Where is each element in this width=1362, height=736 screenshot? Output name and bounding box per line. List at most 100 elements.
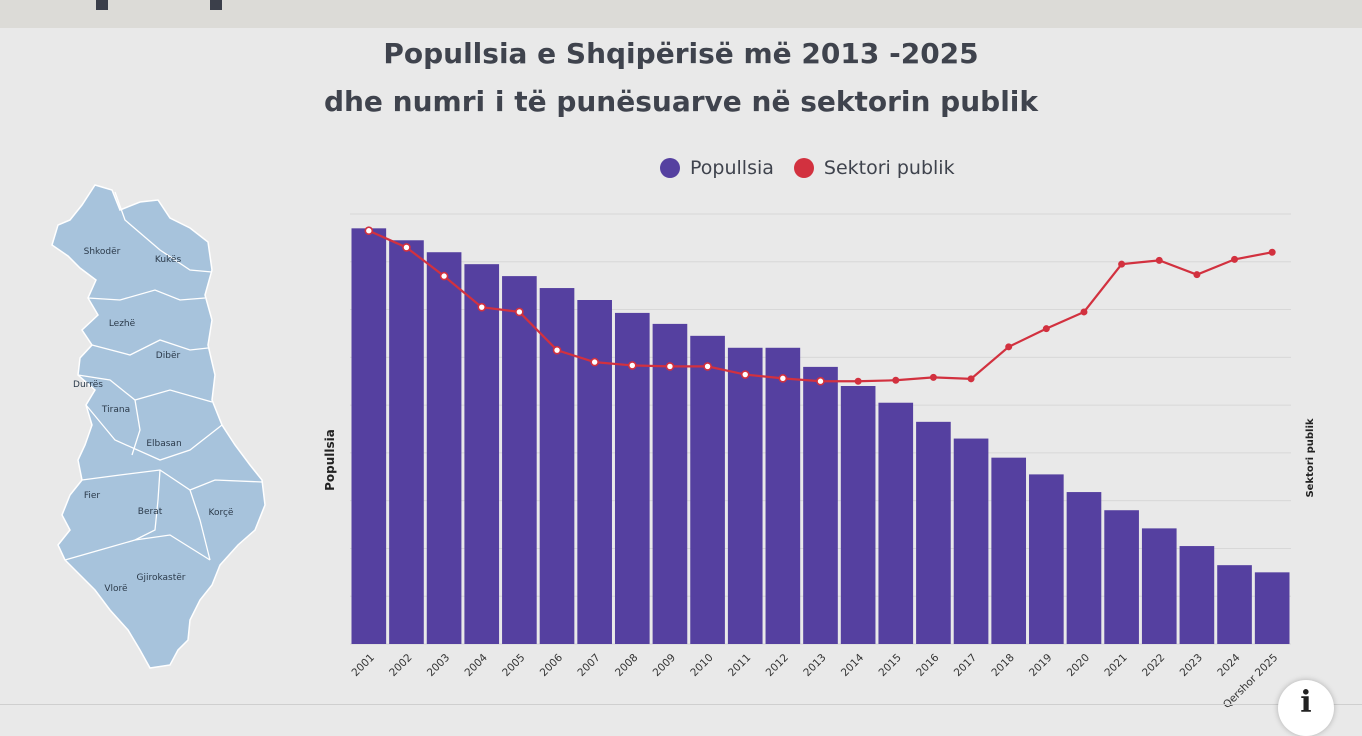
line-point-2008 [627, 361, 637, 370]
legend-label-popullsia: Popullsia [690, 157, 774, 179]
x-tick-label: 2023 [1178, 652, 1205, 679]
line-point-2010 [703, 362, 712, 371]
line-point-2024 [1231, 255, 1239, 263]
x-tick-label: 2021 [1102, 652, 1129, 679]
header-fragment [210, 0, 222, 10]
chart-title: Popullsia e Shqipërisë më 2013 -2025 dhe… [0, 30, 1362, 126]
legend-swatch-sektori-publik [793, 158, 814, 178]
line-group [364, 226, 1276, 386]
x-tick-label: 2018 [989, 652, 1016, 679]
albania-map: Shkodër Kukës Lezhë Dibër Durrës Tirana … [51, 184, 266, 669]
region-label: Elbasan [146, 439, 181, 449]
line-point-2006 [552, 345, 562, 355]
bar-2007 [577, 300, 612, 644]
bar-2015 [878, 402, 914, 644]
line-point-2005 [515, 307, 524, 317]
bar-2004 [464, 264, 500, 644]
line-point-2002 [402, 243, 411, 252]
x-tick-label: 2006 [538, 651, 566, 679]
line-point-2015 [892, 376, 900, 384]
albania-map-shape [51, 184, 266, 669]
bars-group [351, 228, 1290, 645]
x-tick-label: 2003 [425, 652, 452, 679]
x-tick-label: 2020 [1065, 652, 1092, 679]
bar-2005 [502, 276, 537, 644]
bar-qershor-2025 [1254, 572, 1290, 644]
bar-2014 [840, 386, 876, 644]
region-label: Gjirokastër [136, 573, 185, 583]
header-fragment [96, 0, 108, 10]
legend-item-popullsia: Popullsia [660, 157, 774, 179]
line-point-2019 [1042, 325, 1050, 333]
line-point-2004 [477, 302, 487, 312]
bar-2009 [652, 323, 688, 644]
x-tick-label: 2012 [764, 652, 791, 679]
line-point-2022 [1155, 256, 1163, 264]
legend-swatch-popullsia [660, 158, 680, 178]
line-point-2016 [929, 373, 937, 381]
legend-item-sektori-publik: Sektori publik [793, 157, 955, 179]
x-tick-label: 2001 [350, 652, 377, 679]
bar-2024 [1217, 565, 1252, 644]
chart-title-line2: dhe numri i të punësuarve në sektorin pu… [323, 85, 1039, 118]
x-tick-label: 2005 [500, 652, 527, 679]
x-tick-label: 2004 [462, 651, 490, 679]
region-label: Lezhë [109, 319, 136, 329]
region-label: Tirana [101, 405, 130, 415]
line-point-2013 [816, 376, 825, 386]
y2-axis-label: Sektori publik [1305, 418, 1316, 497]
chart-title-line1: Popullsia e Shqipërisë më 2013 -2025 [383, 37, 979, 70]
line-point-2017 [967, 375, 975, 383]
x-tick-label: 2008 [613, 652, 640, 679]
x-tick-label: 2014 [839, 651, 867, 679]
x-tick-label: 2013 [801, 652, 828, 679]
line-point-2014 [854, 377, 862, 385]
bar-2023 [1179, 546, 1215, 644]
region-label: Kukës [155, 255, 182, 265]
region-label: Fier [84, 491, 101, 501]
top-band [0, 0, 1362, 28]
bar-2010 [690, 335, 725, 644]
line-point-qershor-2025 [1268, 248, 1276, 256]
region-label: Shkodër [84, 247, 121, 257]
x-tick-label: 2010 [688, 652, 715, 679]
x-tick-labels: 2001 2002 2003 2004 2005 2006 2007 2008 2009 2010… [350, 651, 1281, 710]
x-tick-label: 2002 [387, 652, 414, 679]
y-axis-label: Popullsia [323, 429, 337, 491]
x-tick-label: 2009 [651, 652, 678, 679]
line-point-2018 [1005, 343, 1013, 351]
line-point-2012 [778, 374, 788, 383]
bar-2018 [991, 457, 1027, 644]
x-tick-label: 2022 [1140, 652, 1167, 679]
region-label: Vlorë [104, 584, 128, 594]
line-point-2023 [1193, 271, 1201, 279]
line-point-2001 [364, 226, 374, 236]
legend-label-sektori-publik: Sektori publik [823, 157, 955, 179]
bar-2020 [1066, 492, 1102, 644]
bar-2013 [803, 366, 838, 644]
x-tick-label: 2011 [726, 652, 753, 679]
bar-2017 [953, 438, 989, 644]
bar-2003 [426, 252, 462, 644]
bottom-divider [0, 704, 1362, 705]
region-label: Dibër [156, 351, 181, 361]
line-point-2007 [590, 357, 599, 367]
bar-2002 [389, 240, 424, 644]
x-tick-label: 2017 [952, 652, 979, 679]
line-point-2020 [1080, 308, 1088, 316]
region-borders [64, 191, 263, 561]
x-tick-label: 2016 [914, 651, 942, 679]
info-button[interactable]: i [1278, 680, 1334, 736]
line-point-2003 [439, 271, 449, 281]
bar-2011 [727, 347, 763, 644]
line-point-2009 [665, 362, 675, 371]
chart-legend: Popullsia Sektori publik [660, 155, 955, 181]
chart-canvas: 2001 2002 2003 2004 2005 2006 2007 2008 2009 2010… [323, 213, 1316, 710]
bar-2012 [765, 347, 801, 644]
bar-2022 [1141, 528, 1177, 644]
bar-2019 [1029, 474, 1064, 644]
line-point-2011 [740, 370, 750, 379]
x-tick-label: 2015 [877, 652, 904, 679]
bar-2016 [916, 421, 951, 644]
info-icon: i [1300, 685, 1312, 720]
